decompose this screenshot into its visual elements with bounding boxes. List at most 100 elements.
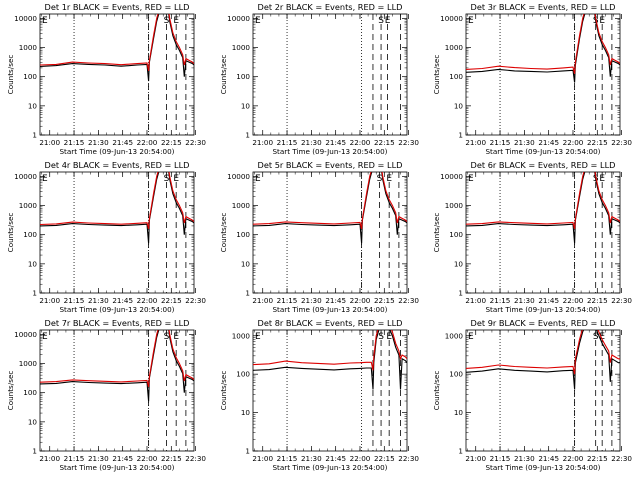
marker-label-e-start: E	[468, 174, 474, 184]
x-tick-label: 21:15	[490, 454, 511, 463]
y-tick-label: 1000	[19, 201, 38, 210]
x-tick-label: 21:45	[325, 138, 346, 147]
x-tick-label: 22:15	[374, 138, 395, 147]
marker-label-s: S	[377, 174, 383, 184]
y-tick-label: 1000	[19, 43, 38, 52]
panel-det7: Det 7r BLACK = Events, RED = LLD 1 10 100 10…	[6, 318, 206, 472]
x-tick-label: 22:15	[374, 454, 395, 463]
x-tick-label: 21:15	[64, 454, 85, 463]
marker-label-s: S	[164, 332, 170, 342]
x-axis-label: Start Time (09-Jun-13 20:54:00)	[272, 463, 387, 472]
panel-title: Det 6r BLACK = Events, RED = LLD	[471, 160, 616, 170]
marker-label-e-end: E	[599, 174, 605, 184]
y-tick-label: 1	[245, 447, 250, 456]
x-tick-label: 22:15	[587, 454, 608, 463]
x-tick-label: 22:00	[137, 138, 158, 147]
events-series-line	[40, 330, 194, 402]
x-axis-label: Start Time (09-Jun-13 20:54:00)	[485, 463, 600, 472]
y-tick-label: 10	[454, 101, 464, 110]
x-tick-label: 21:45	[325, 454, 346, 463]
marker-label-e-start: E	[468, 16, 474, 26]
y-tick-label: 10	[241, 101, 251, 110]
y-tick-label: 1000	[445, 43, 464, 52]
x-tick-label: 22:15	[587, 296, 608, 305]
y-tick-label: 10	[454, 408, 464, 417]
x-tick-label: 22:00	[563, 296, 584, 305]
x-tick-label: 21:00	[39, 296, 60, 305]
lld-series-line	[253, 330, 407, 371]
y-tick-label: 10	[28, 259, 38, 268]
marker-label-e-start: E	[468, 332, 474, 342]
x-tick-label: 21:00	[465, 454, 486, 463]
x-tick-label: 21:15	[64, 138, 85, 147]
panel-det9: Det 9r BLACK = Events, RED = LLD 1 10 100 10…	[432, 318, 632, 472]
y-tick-label: 100	[236, 72, 250, 81]
events-series-line	[253, 330, 407, 390]
x-axis-label: Start Time (09-Jun-13 20:54:00)	[59, 147, 174, 156]
x-axis-label: Start Time (09-Jun-13 20:54:00)	[272, 147, 387, 156]
x-tick-label: 22:30	[611, 296, 632, 305]
x-tick-label: 22:30	[185, 138, 206, 147]
y-tick-label: 1	[32, 131, 37, 140]
x-axis-label: Start Time (09-Jun-13 20:54:00)	[59, 305, 174, 314]
y-tick-label: 10000	[440, 172, 463, 181]
y-tick-label: 10000	[440, 14, 463, 23]
y-axis-label: Counts/sec	[432, 55, 441, 95]
x-tick-label: 21:00	[465, 296, 486, 305]
panel-det8: Det 8r BLACK = Events, RED = LLD 1 10 100 10…	[219, 318, 419, 472]
y-tick-label: 10	[241, 259, 251, 268]
y-tick-label: 1000	[445, 331, 464, 340]
x-tick-label: 22:00	[350, 138, 371, 147]
y-axis-label: Counts/sec	[219, 55, 228, 95]
lld-series-line	[466, 14, 620, 74]
lld-series-line	[40, 172, 194, 230]
panel-title: Det 1r BLACK = Events, RED = LLD	[45, 2, 190, 12]
panel-det3: Det 3r BLACK = Events, RED = LLD 1 10 100 10…	[432, 2, 632, 156]
x-tick-label: 21:45	[538, 454, 559, 463]
plot-frame	[39, 329, 195, 452]
events-series-line	[466, 14, 620, 83]
y-axis-label: Counts/sec	[6, 55, 15, 95]
panel-title: Det 8r BLACK = Events, RED = LLD	[258, 318, 403, 328]
y-axis-label: Counts/sec	[432, 213, 441, 253]
x-tick-label: 21:00	[465, 138, 486, 147]
y-tick-label: 100	[236, 230, 250, 239]
x-tick-label: 21:30	[88, 296, 109, 305]
x-tick-label: 22:30	[398, 138, 419, 147]
y-tick-label: 10	[28, 417, 38, 426]
x-tick-label: 22:00	[563, 454, 584, 463]
y-axis-label: Counts/sec	[219, 371, 228, 411]
panel-det1: Det 1r BLACK = Events, RED = LLD 1 10 100 10…	[6, 2, 206, 156]
x-tick-label: 21:45	[112, 296, 133, 305]
x-tick-label: 21:15	[277, 138, 298, 147]
y-axis-label: Counts/sec	[219, 213, 228, 253]
y-tick-label: 1	[458, 131, 463, 140]
x-tick-label: 21:30	[301, 296, 322, 305]
x-tick-label: 21:45	[112, 454, 133, 463]
x-tick-label: 22:00	[350, 454, 371, 463]
x-tick-label: 22:30	[611, 454, 632, 463]
y-tick-label: 10000	[14, 14, 37, 23]
y-tick-label: 1	[458, 289, 463, 298]
x-tick-label: 22:00	[350, 296, 371, 305]
x-tick-label: 22:30	[611, 138, 632, 147]
marker-label-e-end: E	[385, 16, 391, 26]
y-tick-label: 1	[32, 289, 37, 298]
panel-title: Det 7r BLACK = Events, RED = LLD	[45, 318, 190, 328]
lld-series-line	[40, 14, 194, 72]
x-tick-label: 21:00	[252, 296, 273, 305]
panel-title: Det 4r BLACK = Events, RED = LLD	[45, 160, 190, 170]
y-tick-label: 100	[449, 370, 463, 379]
x-tick-label: 21:00	[252, 454, 273, 463]
marker-label-e-start: E	[255, 332, 261, 342]
x-tick-label: 21:00	[252, 138, 273, 147]
plot-frame	[252, 13, 408, 136]
panel-title: Det 9r BLACK = Events, RED = LLD	[471, 318, 616, 328]
x-axis-label: Start Time (09-Jun-13 20:54:00)	[59, 463, 174, 472]
x-tick-label: 22:15	[161, 296, 182, 305]
y-tick-label: 100	[449, 72, 463, 81]
y-tick-label: 1	[32, 447, 37, 456]
y-tick-label: 100	[236, 370, 250, 379]
x-tick-label: 22:30	[398, 454, 419, 463]
